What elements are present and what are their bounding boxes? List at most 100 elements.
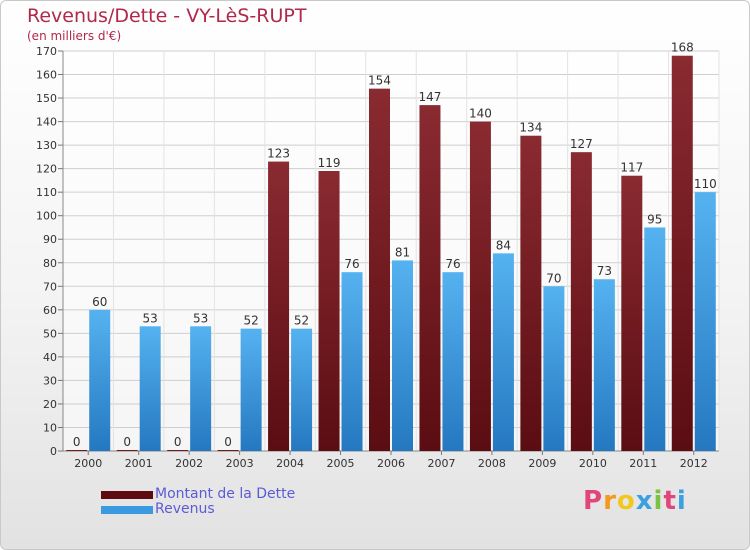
legend-swatch-revenus (101, 506, 153, 514)
bar-revenus (89, 309, 111, 451)
y-tick-label: 170 (36, 45, 57, 58)
x-tick-label: 2007 (427, 457, 455, 470)
x-tick-label: 2008 (478, 457, 506, 470)
bar-revenus (139, 326, 161, 451)
bar-dette (167, 450, 189, 451)
bar-dette (318, 171, 340, 451)
bar-revenus (240, 328, 262, 451)
x-tick-label: 2000 (74, 457, 102, 470)
bar-dette (469, 121, 491, 452)
x-tick-label: 2002 (175, 457, 203, 470)
bar-revenus (694, 192, 716, 452)
data-label-dette: 134 (519, 121, 542, 135)
bar-revenus (593, 279, 615, 451)
data-label-revenus: 52 (294, 314, 309, 328)
data-label-revenus: 81 (395, 245, 410, 259)
bar-revenus (291, 328, 313, 451)
bar-dette (621, 175, 643, 452)
plot-area (63, 51, 719, 451)
data-label-revenus: 84 (496, 238, 511, 252)
y-tick-label: 10 (43, 421, 57, 434)
logo-letter: i (653, 486, 664, 516)
logo-letter: P (583, 486, 604, 516)
bar-revenus (341, 272, 363, 451)
legend-swatch-debt (101, 491, 153, 499)
bar-revenus (392, 260, 413, 451)
x-tick-label: 2010 (579, 457, 607, 470)
y-tick-label: 150 (36, 92, 57, 105)
y-tick-label: 110 (36, 186, 57, 199)
data-label-dette: 0 (73, 435, 81, 449)
bar-revenus (644, 227, 666, 451)
bar-dette (520, 135, 542, 452)
bar-dette (671, 55, 693, 452)
data-label-revenus: 53 (143, 311, 158, 325)
x-tick-label: 2003 (226, 457, 254, 470)
chart-subtitle: (en milliers d'€) (27, 29, 122, 43)
data-label-dette: 154 (368, 74, 391, 88)
logo-letter: o (616, 486, 636, 516)
data-label-revenus: 53 (193, 311, 208, 325)
data-label-dette: 168 (671, 41, 694, 55)
bar-dette (217, 450, 239, 451)
data-label-dette: 117 (620, 161, 643, 175)
legend-label-revenus: Revenus (155, 501, 215, 517)
y-tick-label: 140 (36, 116, 57, 129)
bar-dette (369, 88, 390, 451)
data-label-revenus: 110 (694, 177, 717, 191)
logo-letter: i (676, 486, 687, 516)
x-tick-label: 2012 (680, 457, 708, 470)
data-label-dette: 123 (267, 147, 290, 161)
y-tick-label: 100 (36, 210, 57, 223)
bar-revenus (442, 272, 464, 451)
logo-letter: x (635, 486, 654, 516)
y-tick-label: 70 (43, 280, 57, 293)
data-label-revenus: 60 (92, 295, 107, 309)
logo-letter: r (603, 486, 617, 516)
x-tick-label: 2004 (276, 457, 304, 470)
x-tick-label: 2009 (528, 457, 556, 470)
logo-letter: t (663, 486, 677, 516)
y-tick-label: 160 (36, 69, 57, 82)
data-label-dette: 0 (224, 435, 232, 449)
proxiti-logo: Proxiti (583, 486, 687, 516)
bar-dette (419, 105, 441, 451)
data-label-revenus: 95 (647, 212, 662, 226)
data-label-dette: 0 (123, 435, 131, 449)
chart-title: Revenus/Dette - VY-LèS-RUPT (27, 5, 307, 27)
y-tick-label: 120 (36, 163, 57, 176)
y-tick-label: 60 (43, 304, 57, 317)
data-label-dette: 140 (469, 107, 492, 121)
data-label-dette: 127 (570, 137, 593, 151)
data-label-dette: 119 (318, 156, 341, 170)
y-tick-label: 80 (43, 257, 57, 270)
x-tick-label: 2011 (629, 457, 657, 470)
x-tick-label: 2005 (327, 457, 355, 470)
y-tick-label: 30 (43, 374, 57, 387)
bar-revenus (543, 286, 565, 451)
data-label-revenus: 52 (243, 314, 258, 328)
y-tick-label: 90 (43, 233, 57, 246)
bar-revenus (492, 253, 514, 451)
y-tick-label: 0 (50, 445, 57, 458)
y-tick-label: 130 (36, 139, 57, 152)
data-label-dette: 147 (419, 90, 442, 104)
bar-dette (268, 161, 290, 451)
data-label-revenus: 76 (445, 257, 460, 271)
data-label-revenus: 73 (597, 264, 612, 278)
bar-dette (570, 152, 592, 452)
data-label-dette: 0 (174, 435, 182, 449)
legend-label-debt: Montant de la Dette (155, 486, 296, 502)
x-tick-label: 2001 (125, 457, 153, 470)
data-label-revenus: 76 (344, 257, 359, 271)
bar-dette (66, 450, 88, 451)
x-tick-label: 2006 (377, 457, 405, 470)
y-tick-label: 20 (43, 398, 57, 411)
y-tick-label: 40 (43, 351, 57, 364)
data-label-revenus: 70 (546, 271, 561, 285)
bar-dette (116, 450, 138, 451)
y-tick-label: 50 (43, 327, 57, 340)
bar-revenus (190, 326, 212, 451)
